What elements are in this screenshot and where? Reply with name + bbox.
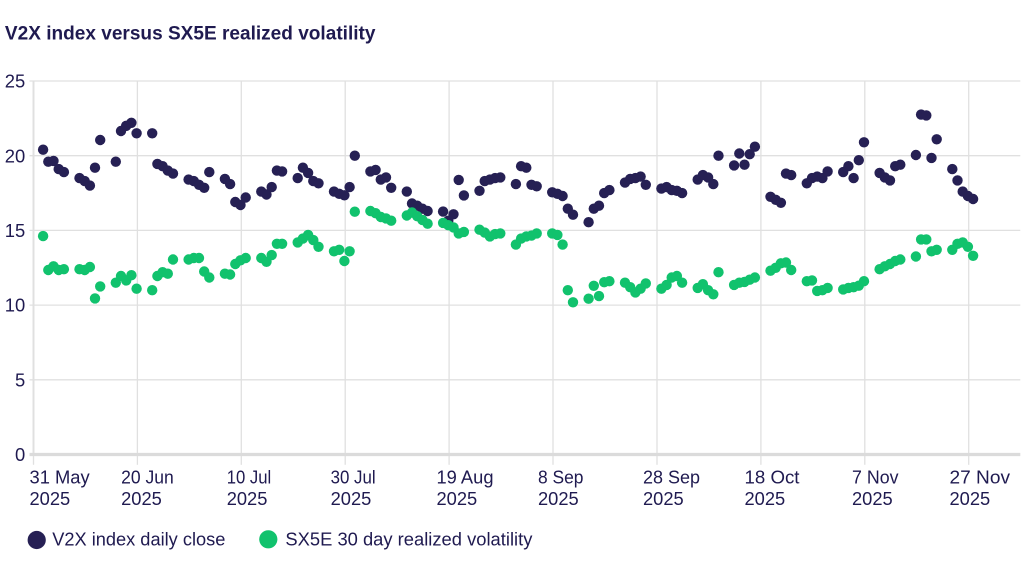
svg-text:10: 10 — [5, 295, 25, 316]
svg-text:31 May: 31 May — [30, 467, 91, 488]
svg-text:V2X index versus SX5E realized: V2X index versus SX5E realized volatilit… — [5, 23, 376, 44]
svg-text:10 Jul: 10 Jul — [227, 467, 272, 488]
svg-text:SX5E 30 day realized volatilit: SX5E 30 day realized volatility — [285, 529, 533, 550]
svg-text:20 Jun: 20 Jun — [121, 467, 174, 488]
svg-text:2025: 2025 — [643, 488, 684, 509]
svg-text:2025: 2025 — [331, 488, 372, 509]
svg-text:2025: 2025 — [30, 488, 71, 509]
svg-text:18 Oct: 18 Oct — [745, 467, 800, 488]
svg-text:V2X index daily close: V2X index daily close — [52, 529, 225, 550]
svg-text:2025: 2025 — [852, 488, 893, 509]
svg-text:30 Jul: 30 Jul — [331, 467, 376, 488]
svg-text:2025: 2025 — [437, 488, 478, 509]
svg-text:27 Nov: 27 Nov — [950, 467, 1011, 488]
svg-text:7 Nov: 7 Nov — [852, 467, 899, 488]
svg-text:5: 5 — [15, 369, 25, 390]
svg-text:2025: 2025 — [121, 488, 162, 509]
svg-text:2025: 2025 — [745, 488, 786, 509]
svg-text:20: 20 — [5, 145, 25, 166]
svg-text:15: 15 — [5, 220, 25, 241]
svg-text:2025: 2025 — [227, 488, 268, 509]
svg-text:2025: 2025 — [538, 488, 579, 509]
svg-text:28 Sep: 28 Sep — [643, 467, 700, 488]
svg-text:19 Aug: 19 Aug — [437, 467, 494, 488]
svg-text:2025: 2025 — [950, 488, 991, 509]
svg-text:25: 25 — [5, 71, 25, 92]
svg-text:0: 0 — [15, 444, 25, 465]
svg-text:8 Sep: 8 Sep — [538, 467, 584, 488]
